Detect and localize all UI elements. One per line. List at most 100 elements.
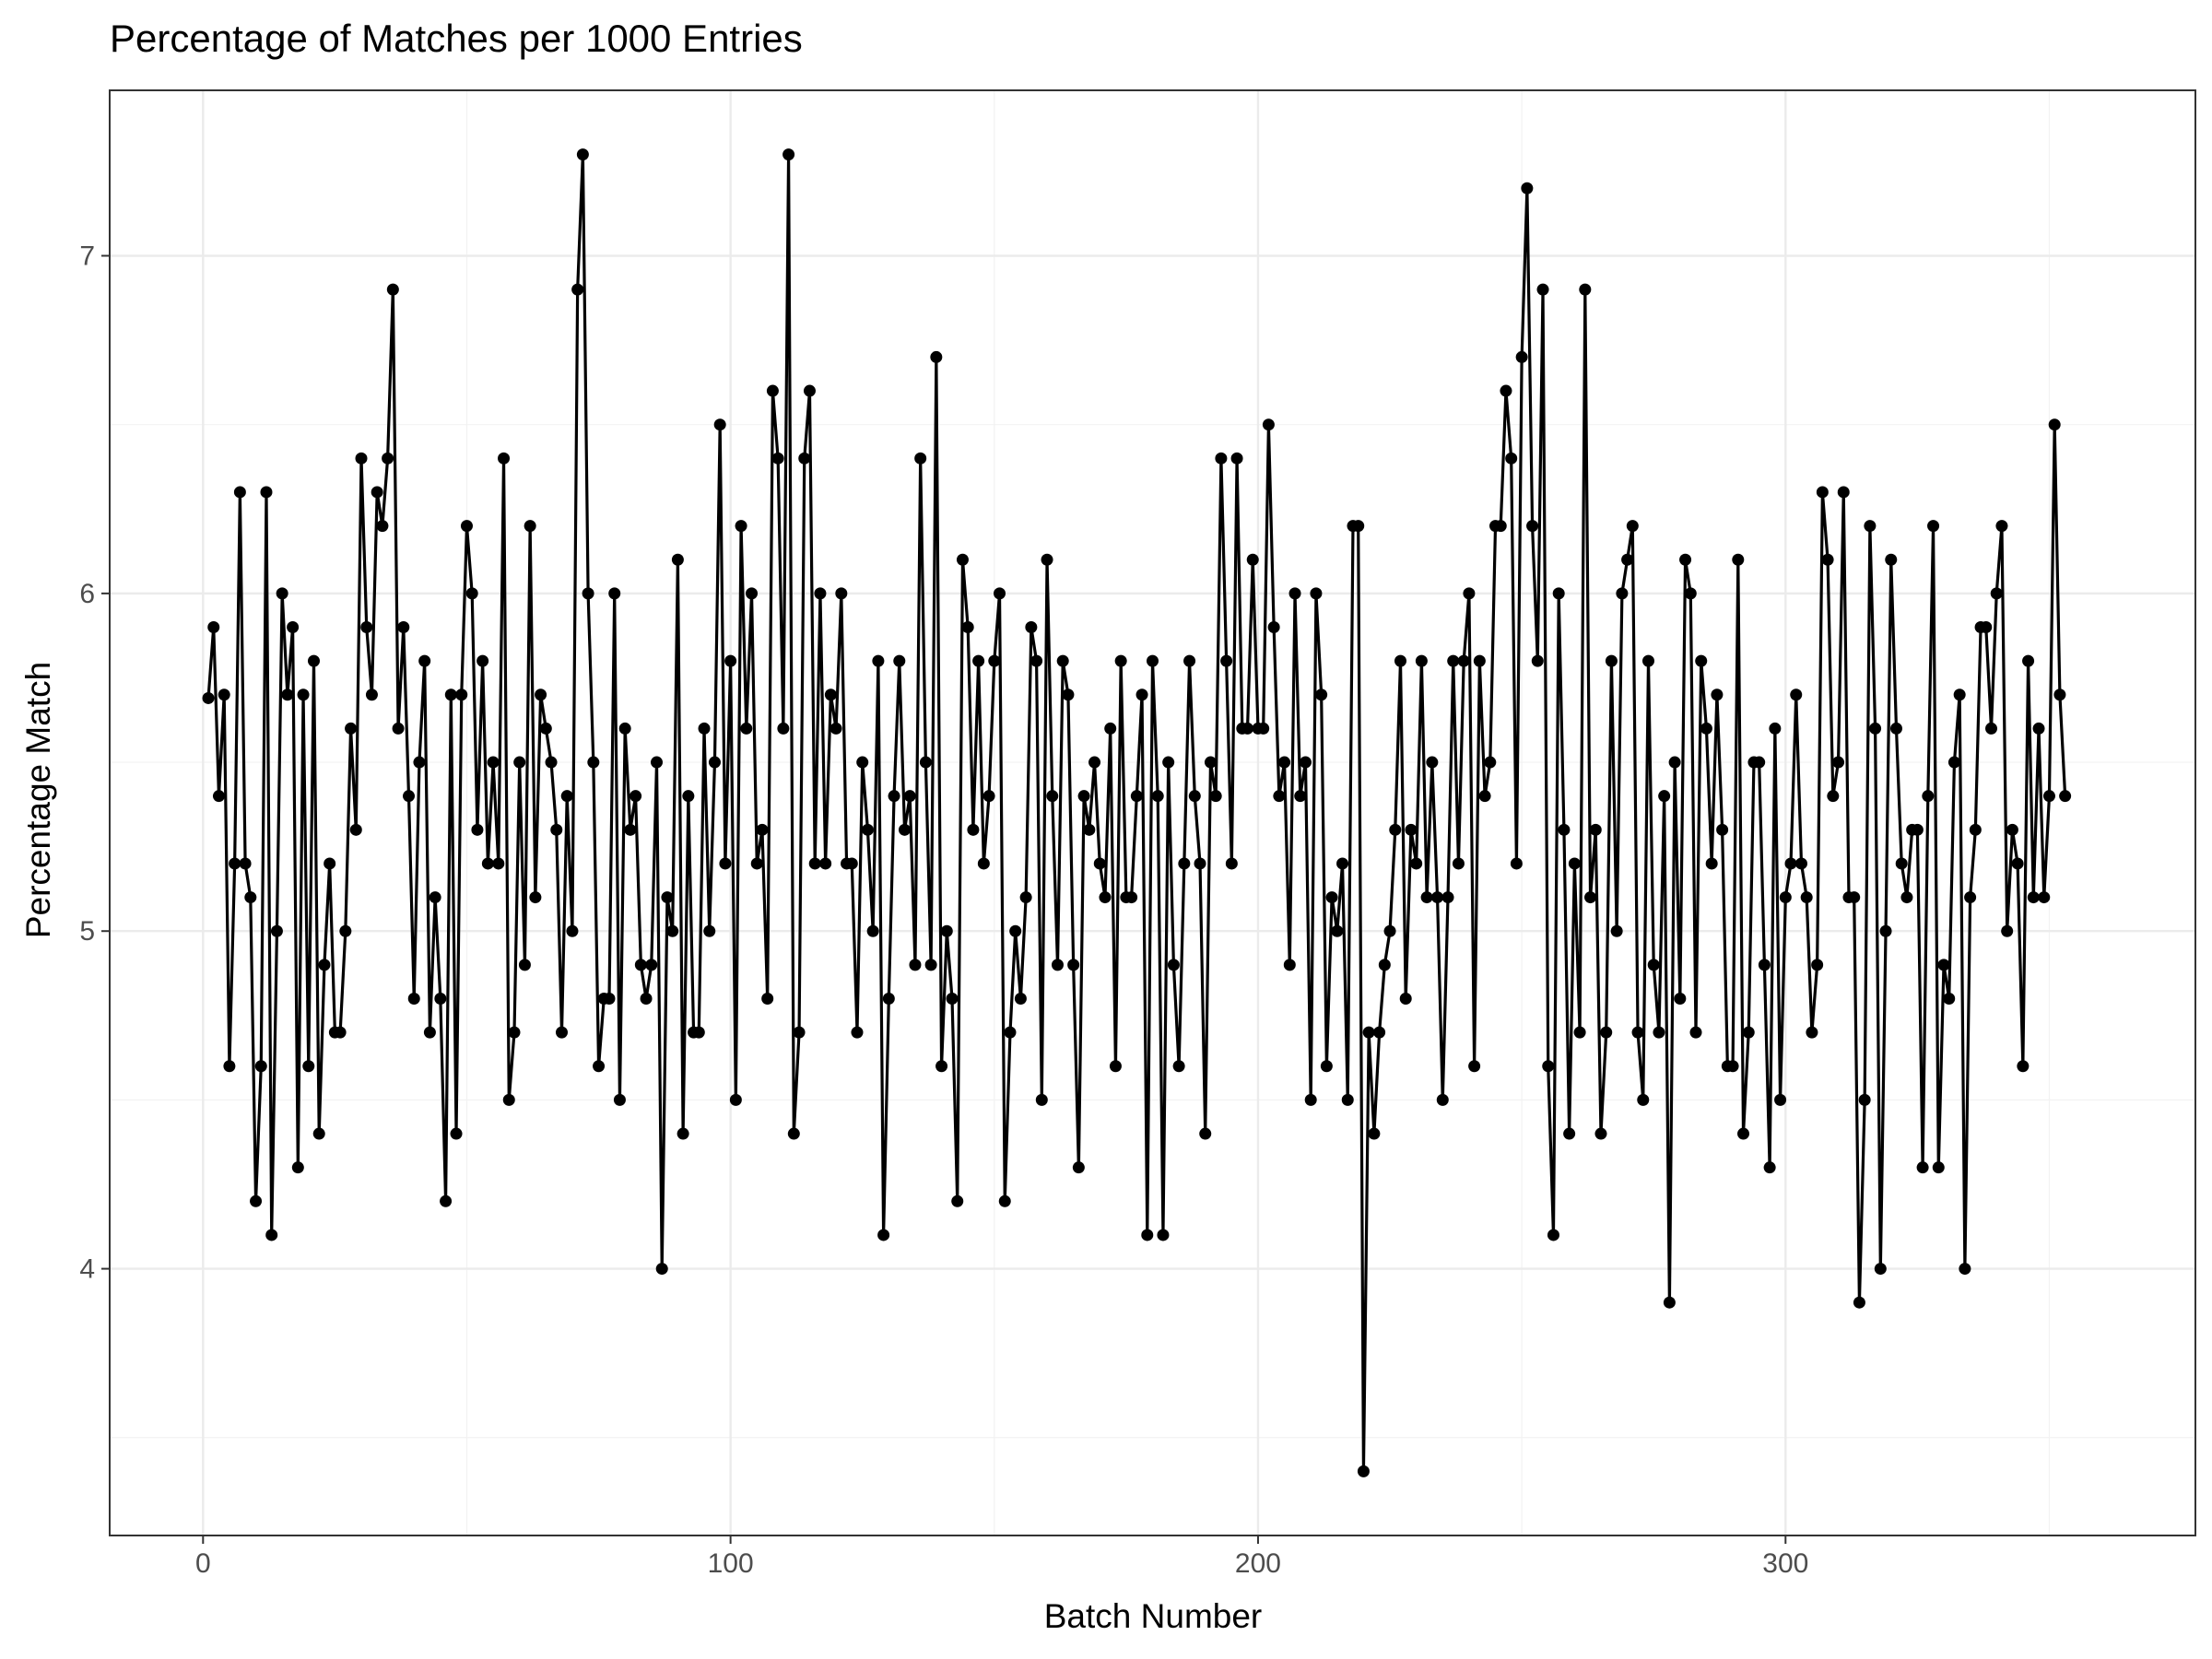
- data-point: [1853, 1296, 1865, 1309]
- data-point: [677, 1127, 689, 1140]
- data-point: [1837, 486, 1850, 499]
- data-point: [1610, 924, 1623, 937]
- data-point: [671, 553, 684, 566]
- data-point: [793, 1026, 806, 1039]
- data-point: [1463, 587, 1476, 600]
- data-point: [640, 993, 653, 1005]
- data-point: [1325, 891, 1338, 904]
- data-point: [239, 857, 252, 870]
- data-point: [1273, 790, 1286, 803]
- data-point: [1331, 924, 1344, 937]
- data-point: [593, 1060, 606, 1073]
- data-point: [339, 924, 352, 937]
- data-point: [613, 1093, 626, 1106]
- data-point: [1399, 993, 1412, 1005]
- data-point: [1405, 823, 1418, 836]
- data-point: [1947, 756, 1960, 769]
- data-point: [888, 790, 900, 803]
- data-point: [1769, 722, 1782, 735]
- data-point: [244, 891, 257, 904]
- data-point: [1864, 520, 1877, 533]
- data-point: [360, 621, 373, 633]
- data-point: [1742, 1026, 1755, 1039]
- data-point: [1637, 1093, 1650, 1106]
- data-point: [946, 993, 959, 1005]
- data-point: [994, 587, 1006, 600]
- data-point: [845, 857, 858, 870]
- data-point: [1500, 384, 1512, 397]
- data-point: [998, 1194, 1011, 1207]
- data-point: [1790, 688, 1803, 701]
- data-point: [1953, 688, 1966, 701]
- data-point: [1995, 520, 2008, 533]
- data-point: [1626, 520, 1639, 533]
- data-point: [1172, 1060, 1185, 1073]
- data-point: [1088, 756, 1101, 769]
- data-point: [1806, 1026, 1818, 1039]
- data-point: [1083, 823, 1096, 836]
- data-point: [371, 486, 383, 499]
- data-point: [924, 959, 937, 971]
- data-point: [434, 993, 447, 1005]
- data-point: [2001, 924, 2014, 937]
- data-point: [893, 654, 906, 667]
- data-point: [1827, 790, 1840, 803]
- data-point: [1394, 654, 1406, 667]
- data-point: [1004, 1026, 1017, 1039]
- x-axis-title: Batch Number: [1044, 1597, 1263, 1635]
- data-point: [455, 688, 468, 701]
- data-point: [618, 722, 631, 735]
- data-point: [270, 924, 283, 937]
- data-point: [1521, 182, 1534, 194]
- data-point: [529, 891, 542, 904]
- data-point: [961, 621, 974, 633]
- data-point: [824, 688, 837, 701]
- data-point: [1505, 452, 1518, 465]
- data-point: [1832, 756, 1845, 769]
- data-point: [977, 857, 990, 870]
- data-point: [1816, 486, 1829, 499]
- data-point: [872, 654, 885, 667]
- axes: 0 100 200 300 4 5 6 7: [79, 241, 1808, 1579]
- data-point: [1758, 959, 1771, 971]
- data-point: [355, 452, 368, 465]
- data-point: [608, 587, 621, 600]
- data-point: [1695, 654, 1708, 667]
- data-point: [899, 823, 911, 836]
- data-point: [307, 654, 320, 667]
- data-point: [1885, 553, 1898, 566]
- data-point: [1779, 891, 1792, 904]
- data-point: [1378, 959, 1391, 971]
- data-point: [1774, 1093, 1787, 1106]
- data-point: [2059, 790, 2072, 803]
- data-point: [1653, 1026, 1665, 1039]
- data-point: [1900, 891, 1913, 904]
- data-point: [967, 823, 980, 836]
- data-point: [661, 891, 674, 904]
- data-point: [1225, 857, 1238, 870]
- data-point: [444, 688, 457, 701]
- data-point: [634, 959, 647, 971]
- data-point: [624, 823, 637, 836]
- data-point: [365, 688, 378, 701]
- data-point: [798, 452, 811, 465]
- data-point: [207, 621, 220, 633]
- data-point: [1700, 722, 1712, 735]
- data-point: [1215, 452, 1228, 465]
- data-point: [1130, 790, 1143, 803]
- data-point: [1911, 823, 1924, 836]
- data-point: [550, 823, 563, 836]
- data-point: [465, 587, 478, 600]
- data-point: [1558, 823, 1571, 836]
- data-point: [1299, 756, 1312, 769]
- data-point: [729, 1093, 742, 1106]
- data-point: [603, 993, 616, 1005]
- data-point: [1041, 553, 1053, 566]
- data-point: [1510, 857, 1523, 870]
- data-point: [1336, 857, 1349, 870]
- data-point: [229, 857, 241, 870]
- data-point: [1552, 587, 1565, 600]
- data-point: [1473, 654, 1486, 667]
- data-point: [1531, 654, 1544, 667]
- data-point: [1241, 722, 1254, 735]
